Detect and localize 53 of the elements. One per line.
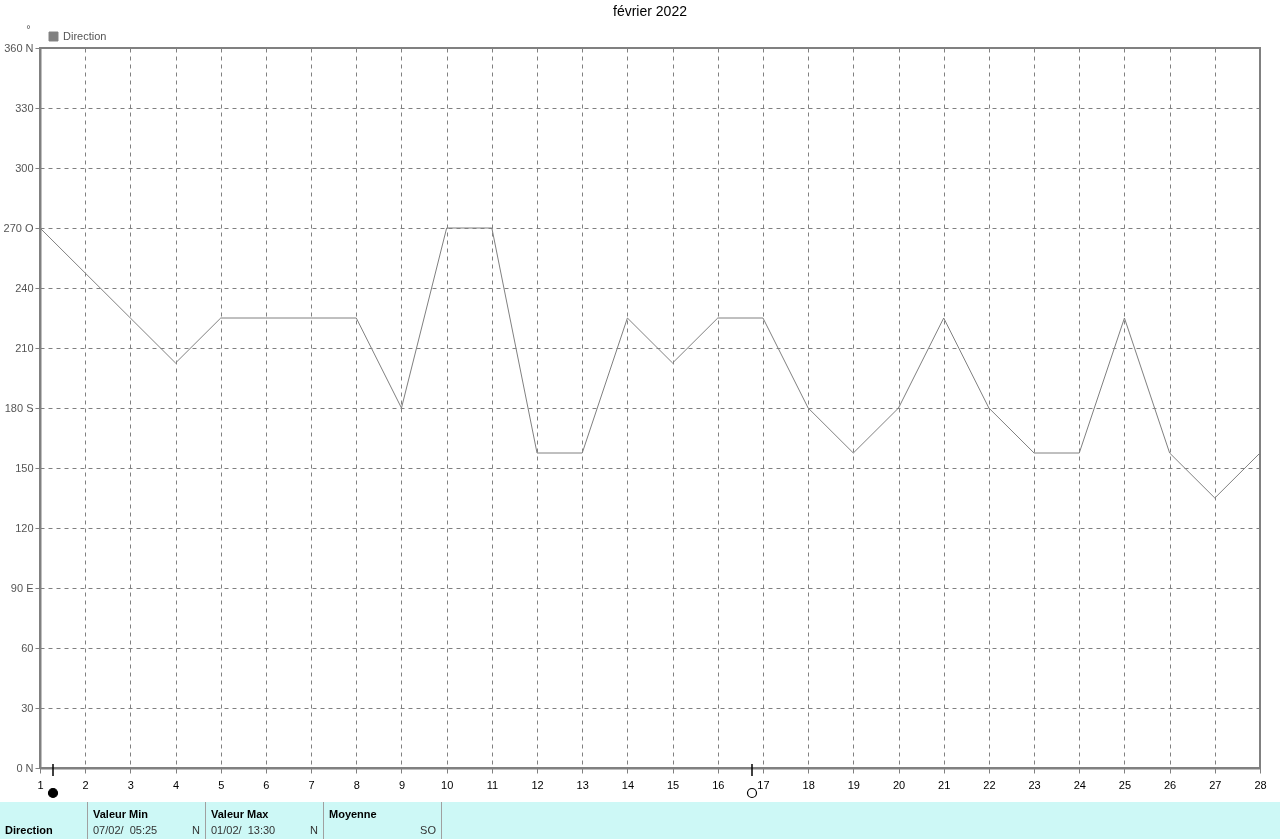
x-tick-label: 4 bbox=[172, 778, 180, 791]
text: 01/02/ 13:30 bbox=[211, 824, 276, 836]
y-tick-label: 240 bbox=[15, 281, 34, 294]
x-tick-label: 17 bbox=[757, 778, 770, 791]
y-tick-label: 300 bbox=[15, 161, 34, 174]
y-tick-label: 60 bbox=[21, 641, 34, 654]
y-tick-label: 150 bbox=[15, 461, 34, 474]
y-tick-label: 30 bbox=[21, 701, 34, 714]
text: SO bbox=[420, 824, 436, 836]
text: 07/02/ 05:25 bbox=[93, 824, 158, 836]
x-tick-label: 15 bbox=[666, 778, 680, 791]
x-tick-label: 18 bbox=[802, 778, 815, 791]
x-tick-label: 12 bbox=[531, 778, 544, 791]
x-tick-label: 23 bbox=[1028, 778, 1041, 791]
legend-label: Direction bbox=[63, 29, 107, 42]
x-tick-label: 7 bbox=[308, 778, 315, 791]
x-tick-label: 14 bbox=[621, 778, 635, 791]
chart-title: février 2022 bbox=[613, 3, 688, 19]
x-tick-label: 8 bbox=[353, 778, 360, 791]
x-tick-label: 22 bbox=[983, 778, 996, 791]
text: Moyenne bbox=[329, 808, 377, 820]
text: Valeur Max bbox=[211, 808, 269, 820]
x-tick-label: 11 bbox=[486, 778, 499, 791]
y-axis-title: ° bbox=[26, 22, 31, 35]
y-tick-label: 210 bbox=[15, 341, 34, 354]
x-tick-label: 16 bbox=[712, 778, 725, 791]
x-tick-label: 6 bbox=[263, 778, 270, 791]
x-tick-label: 13 bbox=[576, 778, 589, 791]
x-tick-label: 2 bbox=[82, 778, 89, 791]
y-tick-label: 270 O bbox=[3, 221, 34, 234]
x-tick-label: 1 bbox=[37, 778, 44, 791]
y-tick-label: 360 N bbox=[4, 41, 34, 54]
y-tick-label: 330 bbox=[15, 101, 34, 114]
x-tick-label: 10 bbox=[441, 778, 454, 791]
x-tick-label: 26 bbox=[1164, 778, 1177, 791]
text: N bbox=[192, 824, 200, 836]
x-tick-label: 19 bbox=[847, 778, 860, 791]
y-tick-label: 90 E bbox=[10, 581, 34, 594]
y-tick-label: 120 bbox=[15, 521, 34, 534]
text: Valeur Min bbox=[93, 808, 149, 820]
x-tick-label: 21 bbox=[938, 778, 951, 791]
text: Direction bbox=[5, 824, 53, 836]
x-tick-label: 27 bbox=[1209, 778, 1222, 791]
x-tick-label: 28 bbox=[1254, 778, 1267, 791]
x-tick-label: 5 bbox=[218, 778, 225, 791]
x-tick-label: 20 bbox=[892, 778, 906, 791]
x-tick-label: 25 bbox=[1118, 778, 1132, 791]
y-tick-label: 0 N bbox=[16, 761, 34, 774]
x-tick-label: 9 bbox=[398, 778, 406, 791]
x-tick-label: 24 bbox=[1073, 778, 1086, 791]
text: N bbox=[310, 824, 318, 836]
y-tick-label: 180 S bbox=[4, 401, 34, 414]
x-tick-label: 3 bbox=[127, 778, 134, 791]
